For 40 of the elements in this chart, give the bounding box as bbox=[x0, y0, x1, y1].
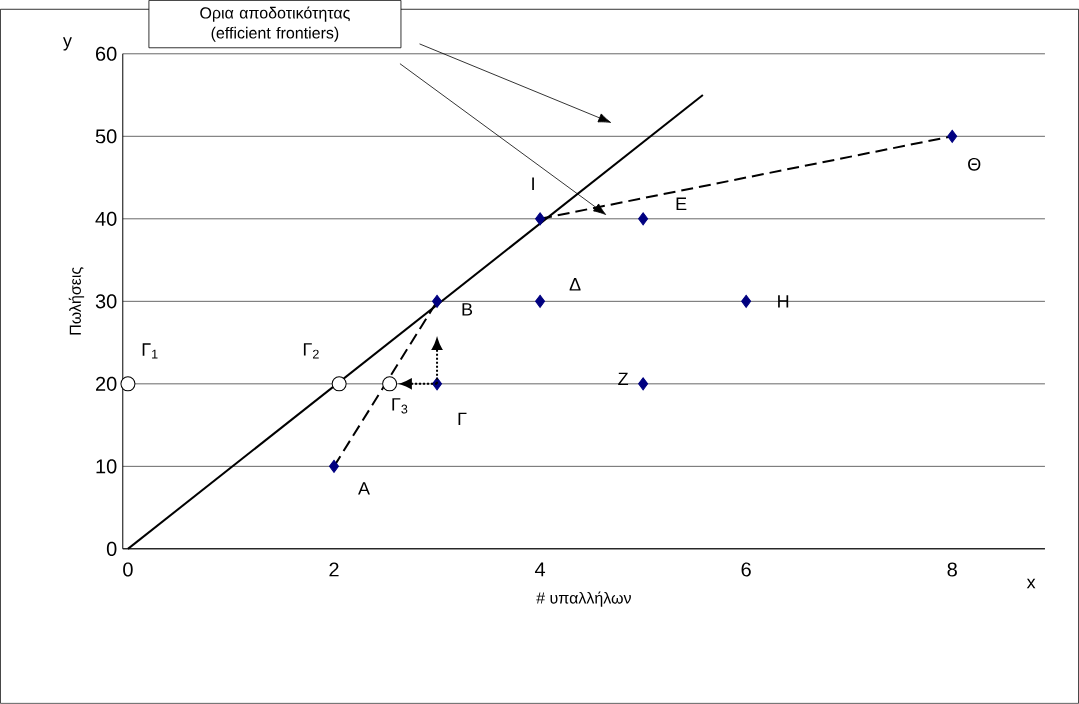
point bbox=[638, 212, 649, 226]
y-tick-label: 0 bbox=[106, 541, 117, 557]
point bbox=[535, 212, 546, 226]
point bbox=[382, 376, 398, 392]
y-tick-label: 60 bbox=[96, 46, 117, 61]
y-tick-label: 50 bbox=[95, 129, 117, 144]
annotation: Γ bbox=[458, 412, 467, 426]
y-axis-title: Πωλήσεις bbox=[68, 267, 85, 335]
y-tick-label: 10 bbox=[96, 459, 117, 474]
annotation: Δ bbox=[569, 278, 581, 291]
point bbox=[432, 294, 443, 308]
annotation: E bbox=[676, 197, 687, 211]
point bbox=[120, 376, 136, 392]
point bbox=[947, 129, 958, 143]
annotation: Θ bbox=[968, 158, 981, 171]
point bbox=[741, 294, 752, 308]
x-tick-label: 6 bbox=[741, 562, 751, 577]
x-tick-label: 4 bbox=[534, 562, 546, 577]
y-tick-label: 20 bbox=[96, 376, 117, 392]
text: x bbox=[1026, 578, 1036, 589]
point bbox=[535, 294, 546, 308]
annotation: Z bbox=[618, 372, 629, 386]
x-tick-label: 0 bbox=[123, 562, 133, 577]
point bbox=[638, 377, 649, 391]
point bbox=[331, 376, 347, 392]
annotation: H bbox=[778, 295, 789, 308]
annotation: Γ$_{2}$ bbox=[303, 343, 319, 359]
y-tick-label: 40 bbox=[95, 211, 117, 226]
y-tick-label: 30 bbox=[95, 294, 117, 309]
text: Ορια αποδοτικότητας (efficient frontiers) bbox=[200, 6, 350, 42]
annotation: Γ$_{1}$ bbox=[142, 343, 158, 359]
annotation: B bbox=[462, 303, 473, 316]
annotation: I bbox=[532, 177, 534, 191]
x-axis-title: # υπαλλήλων bbox=[536, 591, 631, 607]
annotation: A bbox=[358, 482, 370, 495]
x-tick-label: 2 bbox=[329, 562, 339, 577]
annotation: Γ$_{3}$ bbox=[392, 398, 408, 414]
x-tick-label: 8 bbox=[947, 562, 957, 577]
point bbox=[329, 459, 339, 473]
text: y bbox=[63, 37, 72, 51]
